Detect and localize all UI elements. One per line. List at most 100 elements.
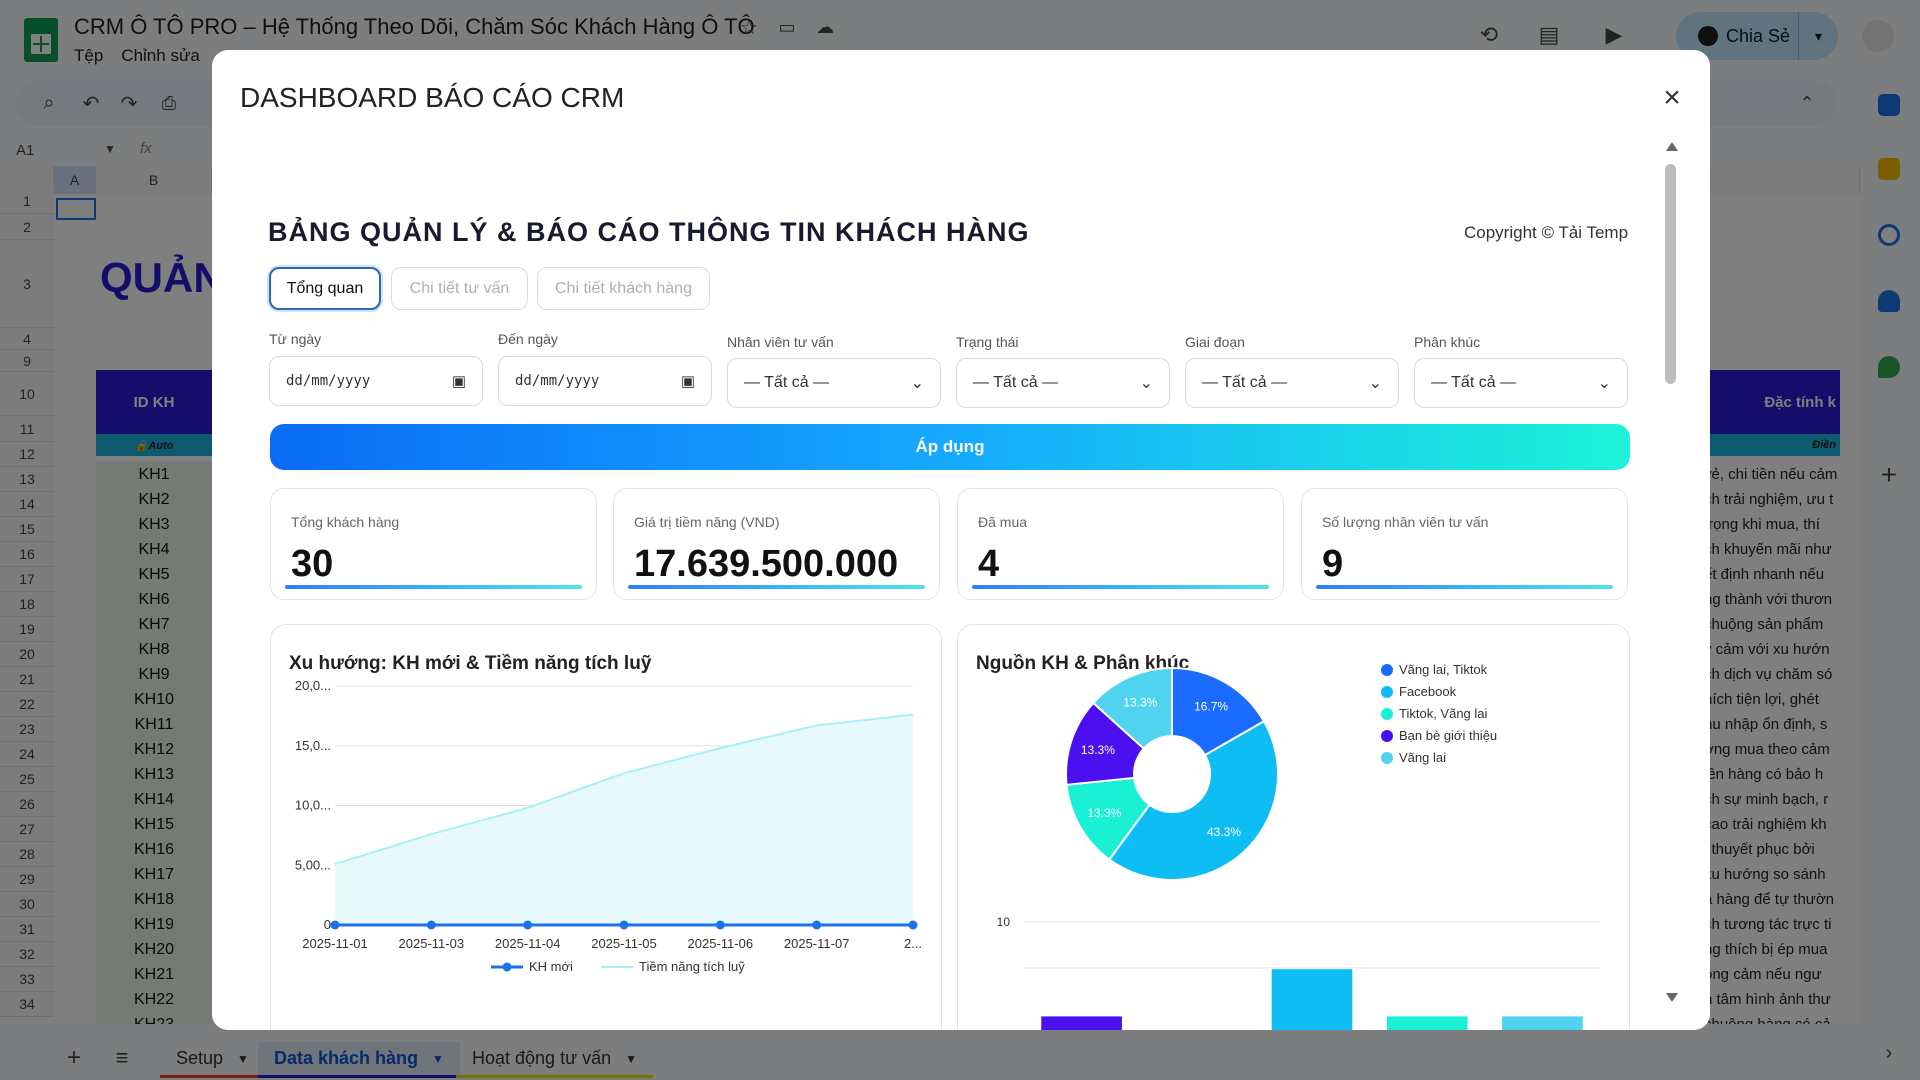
- kpi-value: 4: [978, 543, 1000, 585]
- x-tick-label: 2025-11-05: [591, 936, 657, 951]
- chevron-down-icon: ⌄: [1368, 375, 1382, 392]
- source-chart-title: Nguồn KH & Phân khúc: [976, 653, 1190, 674]
- scroll-thumb[interactable]: [1665, 164, 1676, 384]
- slice-label: 16.7%: [1194, 700, 1228, 714]
- data-point: [812, 920, 822, 930]
- legend-marker: [1381, 708, 1393, 720]
- legend-label: Tiktok, Vãng lai: [1399, 706, 1488, 721]
- x-tick-label: 2025-11-04: [495, 936, 561, 951]
- data-point: [426, 920, 436, 930]
- kpi-value: 17.639.500.000: [634, 543, 899, 585]
- y-tick-label: 15,0...: [295, 738, 331, 753]
- data-point: [908, 920, 918, 930]
- kpi-total-customers: Tổng khách hàng 30: [270, 488, 597, 600]
- kpi-purchased: Đã mua 4: [957, 488, 1284, 600]
- report-heading: BẢNG QUẢN LÝ & BÁO CÁO THÔNG TIN KHÁCH H…: [268, 217, 1030, 247]
- segment-select[interactable]: — Tất cả — ⌄: [1414, 358, 1628, 408]
- trend-chart-card: Xu hướng: KH mới & Tiềm năng tích luỹ 0 5…: [270, 624, 942, 1030]
- kpi-value: 9: [1322, 543, 1344, 585]
- y-tick-label: 10: [997, 915, 1011, 929]
- kpi-potential-value: Giá trị tiềm năng (VND) 17.639.500.000: [613, 488, 940, 600]
- legend-marker: [1381, 664, 1393, 676]
- scroll-up-icon[interactable]: [1666, 142, 1678, 151]
- data-point: [330, 920, 340, 930]
- kpi-accent-bar: [285, 585, 582, 589]
- chevron-down-icon: ⌄: [1597, 375, 1611, 392]
- legend-marker: [1381, 752, 1393, 764]
- to-date-label: Đến ngày: [498, 331, 558, 347]
- segment-label: Phân khúc: [1414, 334, 1481, 350]
- y-tick-label: 0: [324, 917, 331, 932]
- legend-label: Vãng lai, Tiktok: [1399, 662, 1488, 677]
- x-tick-label: 2025-11-06: [688, 936, 754, 951]
- trend-line-chart: 0 5,00... 10,0... 15,0... 20,0... 2025-11-01 2…: [295, 678, 922, 974]
- donut-slice: [1091, 666, 1173, 750]
- kpi-value: 30: [291, 543, 334, 585]
- bar: [1041, 1016, 1122, 1030]
- staff-label: Nhân viên tư vấn: [727, 334, 834, 350]
- calendar-icon[interactable]: ▣: [680, 373, 695, 390]
- trend-chart-title: Xu hướng: KH mới & Tiềm năng tích luỹ: [289, 653, 652, 674]
- legend-label: Bạn bè giới thiệu: [1399, 728, 1497, 743]
- staff-select[interactable]: — Tất cả — ⌄: [727, 358, 941, 408]
- source-chart-card: Nguồn KH & Phân khúc 16.7% 43.3% 13.3% 13.3…: [957, 624, 1630, 1030]
- legend-marker: [1381, 686, 1393, 698]
- legend-marker: [1381, 730, 1393, 742]
- kpi-label: Giá trị tiềm năng (VND): [634, 514, 780, 530]
- close-icon[interactable]: ×: [1663, 81, 1681, 114]
- status-select[interactable]: — Tất cả — ⌄: [956, 358, 1170, 408]
- stage-select[interactable]: — Tất cả — ⌄: [1185, 358, 1399, 408]
- data-point: [715, 920, 725, 930]
- y-tick-label: 20,0...: [295, 678, 331, 693]
- kpi-staff-count: Số lượng nhân viên tư vấn 9: [1301, 488, 1628, 600]
- x-tick-label: 2...: [904, 936, 922, 951]
- calendar-icon[interactable]: ▣: [451, 373, 466, 390]
- source-donut-chart: 16.7% 43.3% 13.3% 13.3% 13.3% Vãng lai, Tikto…: [997, 662, 1600, 1030]
- slice-label: 13.3%: [1123, 696, 1157, 710]
- to-date-input[interactable]: dd/mm/yyyy ▣: [498, 356, 712, 406]
- tab-chi-tiet-khach-hang[interactable]: Chi tiết khách hàng: [537, 267, 710, 310]
- kpi-accent-bar: [972, 585, 1269, 589]
- slice-label: 43.3%: [1207, 825, 1241, 839]
- y-tick-label: 10,0...: [295, 798, 331, 813]
- x-tick-label: 2025-11-01: [302, 936, 368, 951]
- bar: [1386, 1016, 1468, 1030]
- series-line-tiem-nang: [334, 713, 914, 866]
- slice-label: 13.3%: [1081, 743, 1115, 757]
- chevron-down-icon: ⌄: [1139, 375, 1153, 392]
- modal-title: DASHBOARD BÁO CÁO CRM: [240, 82, 625, 113]
- kpi-label: Số lượng nhân viên tư vấn: [1322, 514, 1489, 530]
- x-tick-label: 2025-11-03: [399, 936, 465, 951]
- data-point: [619, 920, 629, 930]
- dashboard-content: BẢNG QUẢN LÝ & BÁO CÁO THÔNG TIN KHÁCH H…: [212, 140, 1660, 1030]
- to-date-placeholder: dd/mm/yyyy: [515, 373, 600, 389]
- legend-label: Tiềm năng tích luỹ: [639, 959, 745, 974]
- scroll-down-icon[interactable]: [1666, 993, 1678, 1002]
- y-tick-label: 5,00...: [295, 857, 331, 872]
- chevron-down-icon: ⌄: [910, 375, 924, 392]
- kpi-label: Đã mua: [978, 514, 1028, 530]
- apply-button[interactable]: Áp dụng: [270, 424, 1630, 470]
- tab-chi-tiet-tu-van[interactable]: Chi tiết tư vấn: [391, 267, 528, 310]
- area-fill: [335, 714, 913, 925]
- from-date-input[interactable]: dd/mm/yyyy ▣: [269, 356, 483, 406]
- x-tick-label: 2025-11-07: [784, 936, 850, 951]
- modal-scrollbar[interactable]: [1660, 142, 1682, 1002]
- status-select-value: — Tất cả —: [973, 374, 1059, 391]
- bar: [1271, 969, 1353, 1030]
- bar: [1502, 1016, 1583, 1030]
- from-date-label: Từ ngày: [269, 331, 322, 347]
- stage-select-value: — Tất cả —: [1202, 374, 1288, 391]
- legend-marker-kh-moi: [502, 962, 512, 972]
- status-label: Trạng thái: [956, 334, 1019, 350]
- legend-label: KH mới: [529, 959, 573, 974]
- data-point: [523, 920, 533, 930]
- tab-tong-quan[interactable]: Tổng quan: [269, 267, 381, 310]
- segment-select-value: — Tất cả —: [1431, 374, 1517, 391]
- from-date-placeholder: dd/mm/yyyy: [286, 373, 371, 389]
- staff-select-value: — Tất cả —: [744, 374, 830, 391]
- kpi-label: Tổng khách hàng: [291, 514, 400, 530]
- legend-label: Vãng lai: [1399, 750, 1446, 765]
- copyright-text: Copyright © Tải Temp: [1464, 223, 1629, 242]
- stage-label: Giai đoạn: [1185, 334, 1245, 350]
